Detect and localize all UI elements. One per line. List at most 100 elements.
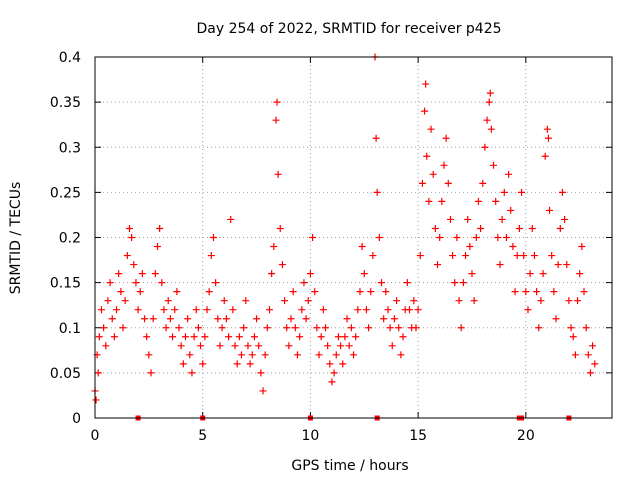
data-point (431, 224, 439, 232)
chart-title: Day 254 of 2022, SRMTID for receiver p42… (196, 21, 501, 37)
data-point (143, 333, 151, 341)
data-point (339, 360, 347, 368)
data-point (188, 369, 196, 377)
data-point (255, 342, 263, 350)
data-point (328, 378, 336, 386)
data-point (237, 351, 245, 359)
data-point (360, 270, 368, 278)
data-point (218, 324, 226, 332)
data-point (132, 279, 140, 287)
data-point (158, 279, 166, 287)
data-point (259, 387, 267, 395)
data-point (367, 288, 375, 296)
data-point (442, 134, 450, 142)
data-point (546, 206, 554, 214)
data-point (511, 288, 519, 296)
data-point (365, 324, 373, 332)
data-point (281, 297, 289, 305)
data-point (317, 333, 325, 341)
data-point (115, 270, 123, 278)
data-point (492, 197, 500, 205)
x-tick-label: 10 (302, 428, 320, 444)
data-point (246, 360, 254, 368)
data-point (509, 243, 517, 251)
data-point (273, 98, 281, 106)
data-point (574, 297, 582, 305)
data-point (556, 224, 564, 232)
data-point (110, 333, 118, 341)
axis-ticks: 0 5 10 15 20 0 0.05 0.1 0.15 0.2 0.25 0.3 0.35 0.4 (50, 50, 612, 444)
y-tick-label: 0.1 (59, 321, 81, 337)
data-point (423, 152, 431, 160)
data-point (414, 306, 422, 314)
data-point (578, 243, 586, 251)
data-point (117, 288, 125, 296)
data-point (287, 315, 295, 323)
data-point (244, 342, 252, 350)
y-tick-label: 0 (72, 411, 81, 427)
data-point (591, 360, 599, 368)
data-point (485, 98, 493, 106)
data-point (418, 179, 426, 187)
data-point (171, 306, 179, 314)
data-point (293, 351, 301, 359)
data-point (270, 243, 278, 251)
data-point (464, 215, 472, 223)
data-point (166, 315, 174, 323)
data-point (490, 161, 498, 169)
data-point (548, 252, 556, 260)
data-point (175, 324, 183, 332)
data-point (397, 351, 405, 359)
data-point (347, 324, 355, 332)
y-tick-label: 0.2 (59, 231, 81, 247)
data-point (453, 234, 461, 241)
data-point (513, 252, 521, 260)
data-point (565, 297, 573, 305)
data-point (283, 324, 291, 332)
data-point (563, 261, 571, 269)
data-point (487, 125, 495, 133)
data-point (272, 116, 280, 124)
data-point (104, 297, 112, 305)
data-point (149, 315, 157, 323)
data-point (151, 270, 159, 278)
data-point (479, 179, 487, 187)
data-point (341, 333, 349, 341)
data-point (518, 188, 526, 196)
data-point (477, 224, 485, 232)
data-point (554, 261, 562, 269)
data-point (128, 234, 136, 241)
data-point (399, 333, 407, 341)
data-point (330, 369, 338, 377)
data-point (375, 234, 383, 241)
data-point (250, 333, 258, 341)
data-point (416, 252, 424, 260)
data-point (444, 179, 452, 187)
data-point (179, 360, 187, 368)
data-point (390, 315, 398, 323)
data-point (586, 369, 594, 377)
data-point (388, 342, 396, 350)
data-point (141, 315, 149, 323)
data-point (457, 324, 465, 332)
data-point (429, 170, 437, 178)
data-point (378, 279, 386, 287)
data-point (261, 351, 269, 359)
data-point (412, 324, 420, 332)
data-point (173, 288, 181, 296)
x-tick-label: 0 (91, 428, 100, 444)
data-point (100, 324, 108, 332)
data-point (332, 351, 340, 359)
data-point (474, 197, 482, 205)
data-point (533, 288, 541, 296)
data-point (515, 224, 523, 232)
data-point (194, 324, 202, 332)
data-point (446, 215, 454, 223)
data-point (528, 224, 536, 232)
data-point (343, 315, 351, 323)
data-point (380, 315, 388, 323)
data-point (205, 288, 213, 296)
data-point (438, 197, 446, 205)
data-point (291, 324, 299, 332)
data-point (498, 215, 506, 223)
